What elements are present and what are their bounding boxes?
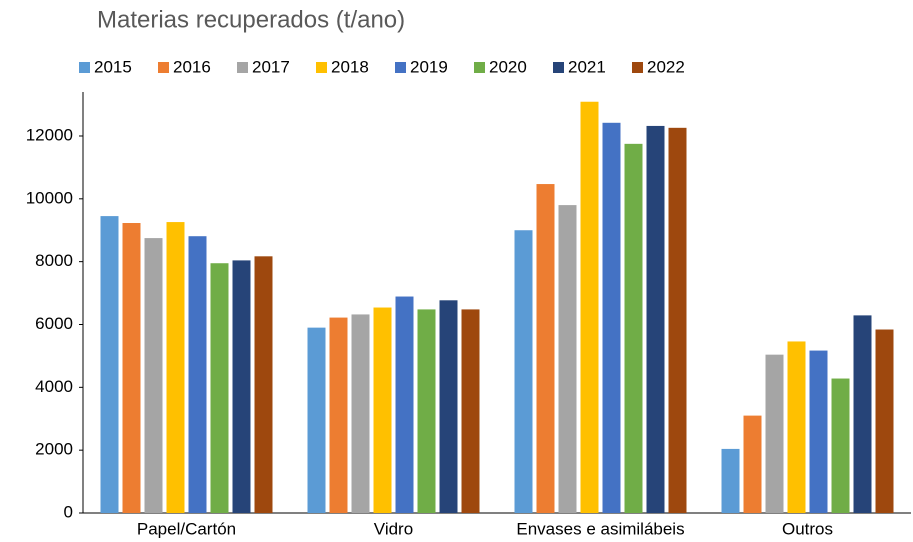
legend-swatch bbox=[316, 62, 327, 73]
x-tick-label: Papel/Cartón bbox=[137, 519, 236, 538]
legend-swatch bbox=[158, 62, 169, 73]
bar bbox=[307, 327, 326, 513]
legend-swatch bbox=[237, 62, 248, 73]
bar bbox=[188, 236, 207, 514]
y-tick-label: 2000 bbox=[35, 440, 73, 459]
bar bbox=[439, 300, 458, 513]
y-tick-label: 10000 bbox=[26, 188, 73, 207]
legend-swatch bbox=[395, 62, 406, 73]
bar bbox=[232, 260, 251, 513]
bar bbox=[831, 378, 850, 513]
y-tick-label: 8000 bbox=[35, 251, 73, 270]
y-tick-label: 0 bbox=[64, 502, 73, 521]
bar bbox=[100, 216, 119, 513]
legend-label: 2016 bbox=[173, 57, 211, 76]
bar bbox=[787, 341, 806, 513]
legend-swatch bbox=[553, 62, 564, 73]
bar bbox=[373, 307, 392, 513]
bar bbox=[395, 296, 414, 513]
legend-label: 2019 bbox=[410, 57, 448, 76]
legend-label: 2015 bbox=[94, 57, 132, 76]
legend-label: 2018 bbox=[331, 57, 369, 76]
bar bbox=[461, 309, 480, 513]
y-tick-label: 6000 bbox=[35, 314, 73, 333]
bar bbox=[558, 205, 577, 513]
bar bbox=[624, 143, 643, 514]
legend-swatch bbox=[79, 62, 90, 73]
bar bbox=[210, 263, 229, 513]
legend-label: 2017 bbox=[252, 57, 290, 76]
legend-label: 2022 bbox=[647, 57, 685, 76]
bar bbox=[809, 350, 828, 513]
bar bbox=[743, 415, 762, 513]
x-tick-label: Outros bbox=[782, 519, 833, 538]
bar bbox=[329, 317, 348, 513]
bar bbox=[765, 354, 784, 513]
legend-label: 2020 bbox=[489, 57, 527, 76]
y-tick-label: 4000 bbox=[35, 377, 73, 396]
y-tick-label: 12000 bbox=[26, 125, 73, 144]
chart-title: Materias recuperados (t/ano) bbox=[97, 6, 405, 33]
bar bbox=[351, 314, 370, 513]
bar bbox=[646, 125, 665, 514]
x-tick-label: Vidro bbox=[374, 519, 413, 538]
bar bbox=[536, 184, 555, 513]
bar bbox=[875, 329, 894, 513]
bar bbox=[514, 230, 533, 513]
bar bbox=[166, 222, 185, 514]
bar bbox=[580, 101, 599, 513]
bar bbox=[721, 448, 740, 513]
bar bbox=[144, 238, 163, 514]
legend-label: 2021 bbox=[568, 57, 606, 76]
x-tick-label: Envases e asimilábeis bbox=[516, 519, 684, 538]
bar bbox=[853, 315, 872, 513]
bar bbox=[417, 309, 436, 513]
legend-swatch bbox=[632, 62, 643, 73]
bar bbox=[602, 122, 621, 513]
bar bbox=[254, 256, 273, 513]
bar bbox=[122, 223, 141, 513]
bar bbox=[668, 127, 687, 514]
legend-swatch bbox=[474, 62, 485, 73]
